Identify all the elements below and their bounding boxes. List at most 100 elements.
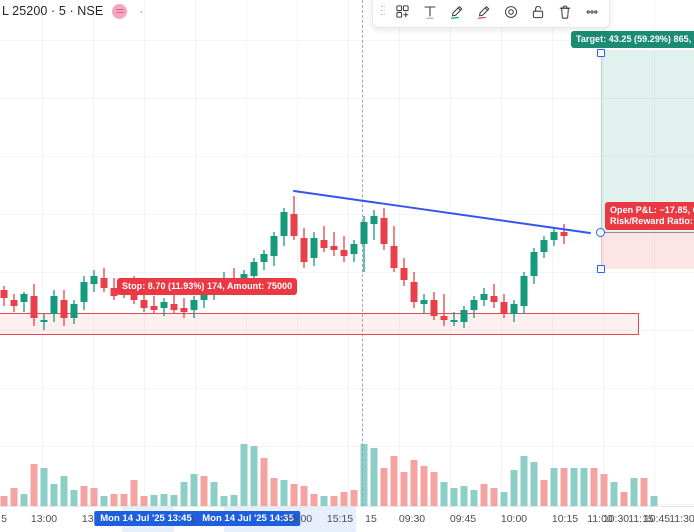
- volume-bar: [370, 448, 378, 506]
- candle-body: [490, 296, 498, 302]
- volume-bar: [220, 496, 228, 506]
- text-tool-icon[interactable]: [416, 0, 443, 25]
- volume-bar: [280, 480, 288, 506]
- template-icon[interactable]: [389, 0, 416, 25]
- volume-bar: [10, 488, 18, 506]
- time-axis-tick: 10:30: [602, 513, 630, 525]
- candle-body: [10, 300, 18, 306]
- volume-bar: [590, 468, 598, 506]
- volume-bar: [130, 480, 138, 506]
- marker-green-icon[interactable]: [443, 0, 470, 25]
- visibility-icon[interactable]: [497, 0, 524, 25]
- time-axis-tick: 15: [365, 513, 377, 525]
- candle-body: [30, 296, 38, 318]
- gridline-horizontal: [0, 156, 694, 157]
- candle-body: [330, 246, 338, 250]
- volume-bar: [490, 488, 498, 506]
- gridline-horizontal: [0, 272, 694, 273]
- volume-bar: [450, 488, 458, 506]
- volume-bar: [230, 495, 238, 506]
- volume-bar: [160, 494, 168, 506]
- gridline-vertical: [93, 0, 94, 506]
- volume-bar: [70, 490, 78, 506]
- target-label[interactable]: Target: 43.25 (59.29%) 865, Amou: [571, 31, 694, 48]
- candle-body: [440, 316, 448, 320]
- volume-bar: [610, 482, 618, 506]
- candle-body: [400, 268, 408, 280]
- profit-target-zone[interactable]: [601, 50, 694, 232]
- candle-body: [520, 276, 528, 306]
- candle-body: [540, 240, 548, 252]
- symbol-title[interactable]: L 25200 · 5 · NSE: [2, 4, 104, 18]
- candle-body: [290, 214, 298, 236]
- candle-body: [280, 212, 288, 236]
- open-pl-label[interactable]: Open P&L: −17.85, Qty: Risk/Reward Ratio…: [605, 202, 694, 230]
- gridline-vertical: [348, 0, 349, 506]
- gridline-horizontal: [0, 446, 694, 447]
- volume-bar: [520, 456, 528, 506]
- volume-bar: [260, 458, 268, 506]
- time-axis-datestamp[interactable]: Mon 14 Jul '25 13:45: [94, 511, 198, 526]
- candle-body: [340, 250, 348, 256]
- time-axis-datestamp[interactable]: Mon 14 Jul '25 14:35: [196, 511, 300, 526]
- time-axis-tick: 5: [1, 513, 7, 525]
- entry-price-line[interactable]: [601, 232, 694, 233]
- volume-bar: [270, 478, 278, 506]
- volume-bar: [550, 468, 558, 506]
- marker-red-icon[interactable]: [470, 0, 497, 25]
- volume-bar: [90, 488, 98, 506]
- target-drag-handle[interactable]: [597, 49, 605, 57]
- candle-body: [40, 320, 48, 322]
- stop-risk-zone[interactable]: [601, 232, 694, 269]
- gridline-vertical: [450, 0, 451, 506]
- stop-loss-rectangle-drawing[interactable]: [0, 313, 639, 335]
- volume-bar: [410, 460, 418, 506]
- volume-bar: [530, 462, 538, 506]
- toolbar-drag-handle[interactable]: [377, 0, 389, 25]
- gridline-horizontal: [0, 388, 694, 389]
- candle-body: [380, 218, 388, 244]
- more-options-icon[interactable]: [578, 0, 605, 25]
- candle-body: [360, 222, 368, 244]
- stop-drag-handle[interactable]: [597, 265, 605, 273]
- time-axis-tick: 10:00: [500, 513, 528, 525]
- candle-body: [110, 288, 118, 296]
- candle-body: [320, 240, 328, 248]
- gridline-vertical: [552, 0, 553, 506]
- candle-body: [250, 262, 258, 276]
- volume-bar: [440, 482, 448, 506]
- volume-bar: [540, 480, 548, 506]
- candlestick-series: [0, 196, 568, 330]
- entry-drag-handle[interactable]: [596, 228, 605, 237]
- volume-bar: [620, 492, 628, 506]
- drawing-toolbar[interactable]: [372, 0, 610, 28]
- time-axis-tick: 10:15: [551, 513, 579, 525]
- volume-bar: [640, 478, 648, 506]
- equalizer-badge-icon[interactable]: [112, 3, 128, 19]
- volume-bar: [350, 490, 358, 506]
- candle-body: [350, 244, 358, 254]
- volume-bar: [480, 484, 488, 506]
- risk-reward-line: Risk/Reward Ratio: 4.9: [610, 216, 694, 226]
- volume-bar: [240, 444, 248, 506]
- volume-bar: [290, 484, 298, 506]
- volume-bar: [310, 494, 318, 506]
- time-axis[interactable]: 513:0013:15Mon 14 Jul '25 13:4514:Mon 14…: [0, 506, 694, 532]
- gridline-vertical: [246, 0, 247, 506]
- candle-body: [470, 300, 478, 310]
- gridline-vertical: [297, 0, 298, 506]
- candle-body: [90, 276, 98, 284]
- candle-body: [530, 252, 538, 276]
- stop-label[interactable]: Stop: 8.70 (11.93%) 174, Amount: 75000: [117, 278, 298, 295]
- candle-body: [560, 232, 568, 236]
- lock-icon[interactable]: [524, 0, 551, 25]
- volume-bar: [430, 472, 438, 506]
- time-axis-tick: 15:15: [326, 513, 354, 525]
- candle-body: [20, 294, 28, 302]
- volume-bar: [20, 494, 28, 506]
- candle-body: [190, 300, 198, 310]
- volume-bar: [600, 474, 608, 506]
- volume-bar: [380, 468, 388, 506]
- volume-bar: [190, 474, 198, 506]
- trash-icon[interactable]: [551, 0, 578, 25]
